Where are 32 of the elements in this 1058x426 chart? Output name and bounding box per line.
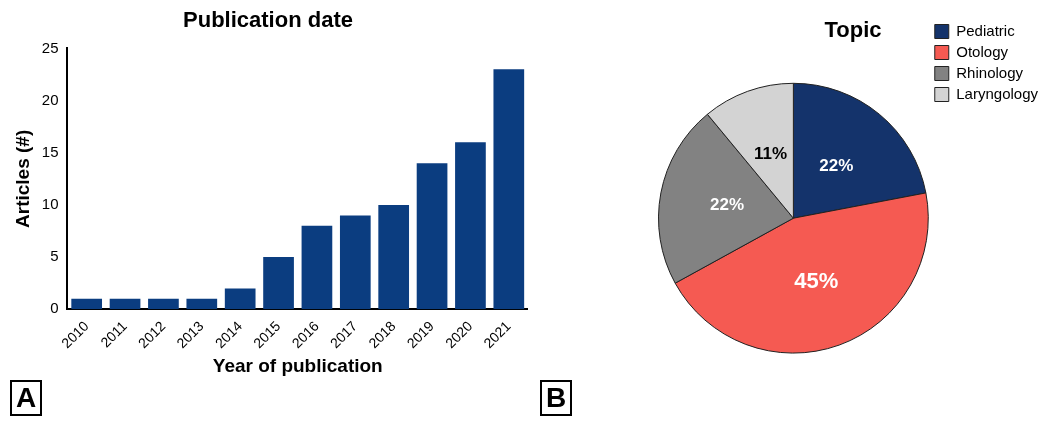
bar	[186, 298, 218, 310]
legend-label: Laryngology	[956, 84, 1039, 102]
bar	[301, 225, 333, 310]
legend-label: Rhinology	[956, 63, 1024, 81]
bar	[109, 298, 141, 310]
bar	[263, 257, 294, 310]
bar	[378, 204, 410, 310]
text: A	[10, 380, 43, 416]
bar	[455, 142, 486, 310]
chart-title: Topic	[824, 17, 882, 43]
y-tick-label: 15	[41, 142, 59, 160]
chart-title: Publication date	[183, 7, 353, 33]
text: B	[540, 380, 573, 416]
y-tick-label: 0	[50, 299, 59, 317]
data-label: 11%	[754, 144, 788, 164]
bar	[148, 298, 179, 310]
data-label: 22%	[710, 195, 745, 215]
bar	[71, 298, 103, 310]
x-axis-title: Year of publication	[212, 354, 383, 376]
y-tick-label: 20	[41, 90, 59, 108]
data-label: 22%	[819, 155, 854, 175]
y-axis-title: Articles (#)	[11, 129, 33, 228]
y-tick-label: 10	[41, 195, 59, 213]
bar	[224, 288, 256, 310]
legend-label: Pediatric	[956, 21, 1016, 39]
bar	[493, 69, 525, 310]
data-label: 45%	[794, 267, 839, 293]
legend-label: Otology	[956, 42, 1009, 60]
bar	[339, 215, 371, 310]
y-tick-label: 5	[50, 247, 59, 265]
y-tick-label: 25	[41, 38, 59, 56]
bar	[416, 163, 448, 310]
